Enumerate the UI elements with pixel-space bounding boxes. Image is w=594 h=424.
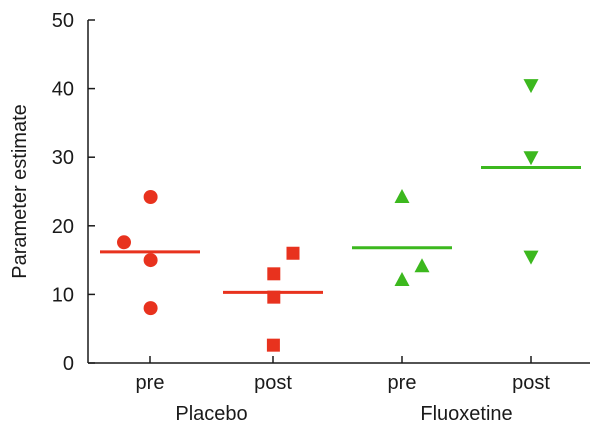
data-point-placebo-post xyxy=(267,290,281,304)
data-marks xyxy=(100,79,581,352)
y-axis-label: Parameter estimate xyxy=(9,104,31,279)
x-tick-label: post xyxy=(254,372,292,394)
y-tick-label: 40 xyxy=(52,79,74,101)
series-fluoxetine-post xyxy=(481,79,581,265)
data-point-placebo-pre xyxy=(143,301,158,316)
x-tick-label: pre xyxy=(136,372,165,394)
y-tick-label: 50 xyxy=(52,10,74,32)
data-point-fluoxetine-post xyxy=(523,151,539,166)
data-point-fluoxetine-pre xyxy=(414,258,430,273)
data-point-placebo-post xyxy=(266,338,280,352)
group-label-placebo: Placebo xyxy=(175,403,247,424)
axes xyxy=(87,20,590,364)
y-tick-label: 30 xyxy=(52,147,74,169)
y-tick-label: 20 xyxy=(52,216,74,238)
data-point-placebo-pre xyxy=(143,189,158,204)
y-ticks: 0 10 20 30 40 50 xyxy=(52,10,95,375)
x-tick-label: pre xyxy=(388,372,417,394)
data-point-fluoxetine-pre xyxy=(394,188,410,203)
y-tick-label: 0 xyxy=(63,353,74,375)
series-fluoxetine-pre xyxy=(352,188,452,286)
group-labels: Placebo Fluoxetine xyxy=(175,403,512,424)
series-placebo-post xyxy=(223,246,323,352)
data-point-placebo-pre xyxy=(117,235,131,250)
data-point-placebo-pre xyxy=(143,253,158,268)
data-point-fluoxetine-pre xyxy=(394,271,410,286)
data-point-fluoxetine-post xyxy=(523,250,539,265)
group-label-fluoxetine: Fluoxetine xyxy=(420,403,512,424)
data-point-placebo-post xyxy=(286,246,300,260)
y-tick-label: 10 xyxy=(52,284,74,306)
data-point-placebo-post xyxy=(267,267,281,281)
x-ticks: pre post pre post xyxy=(136,356,550,394)
x-tick-label: post xyxy=(512,372,550,394)
series-placebo-pre xyxy=(100,189,200,316)
data-point-fluoxetine-post xyxy=(523,79,539,94)
